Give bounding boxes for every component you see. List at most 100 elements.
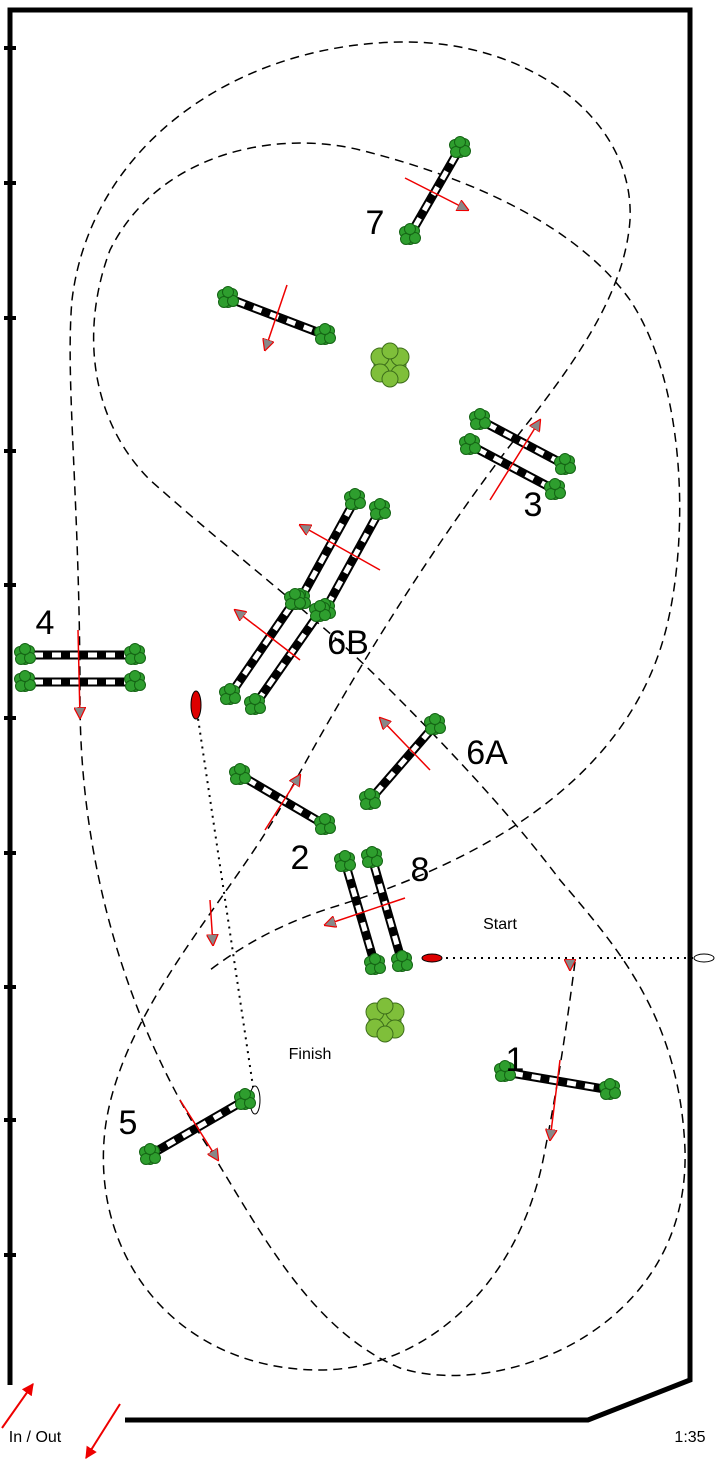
leaf [239, 772, 251, 784]
bush [344, 488, 366, 510]
jump-label: 6A [466, 734, 508, 772]
leaf [129, 670, 141, 682]
bush [14, 670, 36, 692]
direction-arrow [380, 718, 431, 771]
leaf [134, 679, 146, 691]
leaf [239, 1088, 251, 1100]
leaf [374, 962, 386, 974]
leaf [379, 507, 391, 519]
direction-arrow [78, 629, 80, 718]
leaf [396, 950, 408, 962]
bush [449, 136, 471, 158]
bush [424, 713, 446, 735]
finish-flag-red [190, 690, 202, 720]
jump-label: 5 [119, 1104, 138, 1142]
pole [296, 497, 359, 603]
leaf [404, 223, 416, 235]
direction-arrow [550, 1059, 561, 1140]
leaf [499, 1060, 511, 1072]
bush [391, 950, 413, 972]
direction-arrow [404, 177, 468, 210]
bush [494, 1060, 516, 1082]
leaf [222, 286, 234, 298]
pole-stripes [407, 146, 463, 237]
tree [370, 342, 410, 388]
finish-label: Finish [289, 1046, 332, 1063]
leaf [609, 1087, 621, 1099]
direction-arrow [300, 525, 381, 571]
arena-fence [7, 7, 693, 1423]
leaf [549, 478, 561, 490]
leaf [149, 1152, 161, 1164]
leaf [371, 855, 383, 867]
leaf [349, 488, 361, 500]
pole [367, 856, 407, 964]
jumps [14, 136, 621, 1165]
direction-arrow [210, 899, 213, 945]
leaf [314, 600, 326, 612]
tree-leaf [376, 1025, 394, 1043]
bush [544, 478, 566, 500]
leaf [364, 788, 376, 800]
bush [139, 1143, 161, 1165]
leaf [324, 822, 336, 834]
leaf [134, 652, 146, 664]
direction-arrow [489, 420, 540, 501]
leaf [227, 295, 239, 307]
leaf [369, 953, 381, 965]
leaf [464, 433, 476, 445]
jump-label: 8 [411, 851, 430, 889]
bush [244, 693, 266, 715]
bush [14, 643, 36, 665]
bush [359, 788, 381, 810]
tree-leaf [381, 342, 399, 360]
leaf [354, 497, 366, 509]
direction-arrows [78, 177, 570, 1160]
leaf [229, 692, 241, 704]
bush [364, 953, 386, 975]
bush [399, 223, 421, 245]
leaf [366, 846, 378, 858]
leaf [454, 136, 466, 148]
bush [124, 670, 146, 692]
bush [554, 453, 576, 475]
start-flag-white [693, 953, 715, 963]
bush [469, 408, 491, 430]
leaf [249, 693, 261, 705]
jump-label: 3 [524, 486, 543, 524]
leaf [564, 462, 576, 474]
leaf [434, 722, 446, 734]
leaf [429, 713, 441, 725]
exit-arrow [85, 1403, 121, 1460]
leaf [254, 702, 266, 714]
entrance-arrow [1, 1383, 34, 1429]
bush [284, 588, 306, 610]
pole [251, 609, 324, 708]
bush [334, 850, 356, 872]
pole [321, 507, 384, 613]
pole-stripes [468, 442, 557, 493]
pole [226, 597, 299, 698]
finish-line [195, 704, 256, 1101]
leaf [409, 232, 421, 244]
bush [369, 498, 391, 520]
leaf [144, 1143, 156, 1155]
leaf [401, 959, 413, 971]
leaf [324, 332, 336, 344]
tree-leaf [376, 997, 394, 1015]
tree [365, 997, 405, 1043]
leaf [19, 670, 31, 682]
jump-label: 2 [291, 839, 310, 877]
bush [314, 813, 336, 835]
bush [459, 433, 481, 455]
leaf [344, 859, 356, 871]
leaf [234, 763, 246, 775]
leaf [459, 145, 471, 157]
leaf [474, 408, 486, 420]
direction-arrow [235, 610, 301, 661]
leaf [369, 797, 381, 809]
bush [309, 600, 331, 622]
leaf [319, 609, 331, 621]
